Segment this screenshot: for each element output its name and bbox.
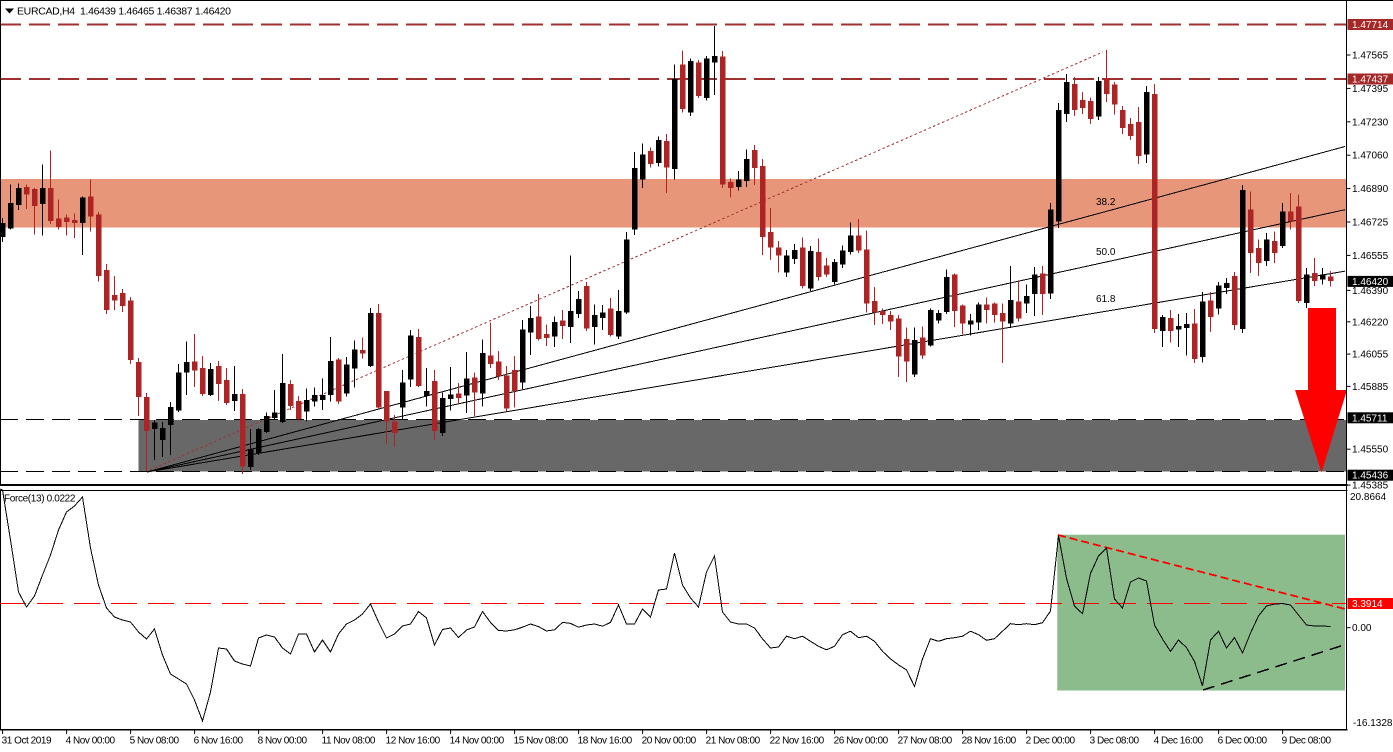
svg-text:6 Dec 00:00: 6 Dec 00:00 <box>1218 736 1268 747</box>
svg-text:1.45385: 1.45385 <box>1352 481 1389 492</box>
svg-text:14 Nov 00:00: 14 Nov 00:00 <box>450 736 505 747</box>
svg-text:4 Nov 00:00: 4 Nov 00:00 <box>66 736 116 747</box>
svg-text:1.46890: 1.46890 <box>1352 184 1389 195</box>
svg-text:1.45550: 1.45550 <box>1352 445 1389 456</box>
svg-text:21 Nov 08:00: 21 Nov 08:00 <box>706 736 761 747</box>
svg-text:0.00: 0.00 <box>1352 623 1372 634</box>
svg-text:26 Nov 00:00: 26 Nov 00:00 <box>834 736 889 747</box>
svg-text:1.46725: 1.46725 <box>1352 218 1389 229</box>
svg-text:61.8: 61.8 <box>1096 294 1116 305</box>
svg-text:31 Oct 2019: 31 Oct 2019 <box>2 736 52 747</box>
svg-text:20.8664: 20.8664 <box>1350 492 1387 503</box>
svg-text:2 Dec 00:00: 2 Dec 00:00 <box>1026 736 1076 747</box>
svg-text:Force(13) 0.0222: Force(13) 0.0222 <box>4 494 76 505</box>
svg-text:28 Nov 16:00: 28 Nov 16:00 <box>962 736 1017 747</box>
svg-text:1.46390: 1.46390 <box>1352 286 1389 297</box>
svg-text:1.46055: 1.46055 <box>1352 350 1389 361</box>
svg-text:27 Nov 08:00: 27 Nov 08:00 <box>898 736 953 747</box>
svg-text:-16.1328: -16.1328 <box>1353 718 1393 729</box>
svg-text:3.3914: 3.3914 <box>1352 599 1383 610</box>
svg-text:1.47714: 1.47714 <box>1352 20 1389 31</box>
svg-text:50.0: 50.0 <box>1096 247 1116 258</box>
svg-text:22 Nov 16:00: 22 Nov 16:00 <box>770 736 825 747</box>
svg-text:4 Dec 16:00: 4 Dec 16:00 <box>1154 736 1204 747</box>
svg-text:18 Nov 16:00: 18 Nov 16:00 <box>578 736 633 747</box>
svg-text:15 Nov 08:00: 15 Nov 08:00 <box>514 736 569 747</box>
svg-text:1.47060: 1.47060 <box>1352 151 1389 162</box>
svg-text:1.46220: 1.46220 <box>1352 317 1389 328</box>
svg-text:9 Dec 08:00: 9 Dec 08:00 <box>1282 736 1332 747</box>
svg-text:1.45885: 1.45885 <box>1352 382 1389 393</box>
svg-text:6 Nov 16:00: 6 Nov 16:00 <box>194 736 244 747</box>
svg-text:EURCAD,H4 1.46439 1.46465 1.4: EURCAD,H4 1.46439 1.46465 1.46387 1.4642… <box>17 6 231 18</box>
svg-text:1.45436: 1.45436 <box>1352 471 1389 482</box>
svg-text:38.2: 38.2 <box>1096 197 1116 208</box>
svg-text:1.47395: 1.47395 <box>1352 84 1389 95</box>
svg-text:20 Nov 00:00: 20 Nov 00:00 <box>642 736 697 747</box>
svg-text:1.46555: 1.46555 <box>1352 251 1389 262</box>
svg-text:11 Nov 08:00: 11 Nov 08:00 <box>322 736 376 747</box>
svg-text:12 Nov 16:00: 12 Nov 16:00 <box>386 736 441 747</box>
svg-text:3 Dec 08:00: 3 Dec 08:00 <box>1090 736 1140 747</box>
svg-text:1.46420: 1.46420 <box>1352 277 1389 288</box>
svg-text:5 Nov 08:00: 5 Nov 08:00 <box>130 736 180 747</box>
svg-text:8 Nov 00:00: 8 Nov 00:00 <box>258 736 308 747</box>
svg-text:1.47230: 1.47230 <box>1352 117 1389 128</box>
svg-text:1.47437: 1.47437 <box>1352 75 1389 86</box>
svg-text:1.45711: 1.45711 <box>1352 413 1388 424</box>
svg-text:1.47565: 1.47565 <box>1352 51 1389 62</box>
